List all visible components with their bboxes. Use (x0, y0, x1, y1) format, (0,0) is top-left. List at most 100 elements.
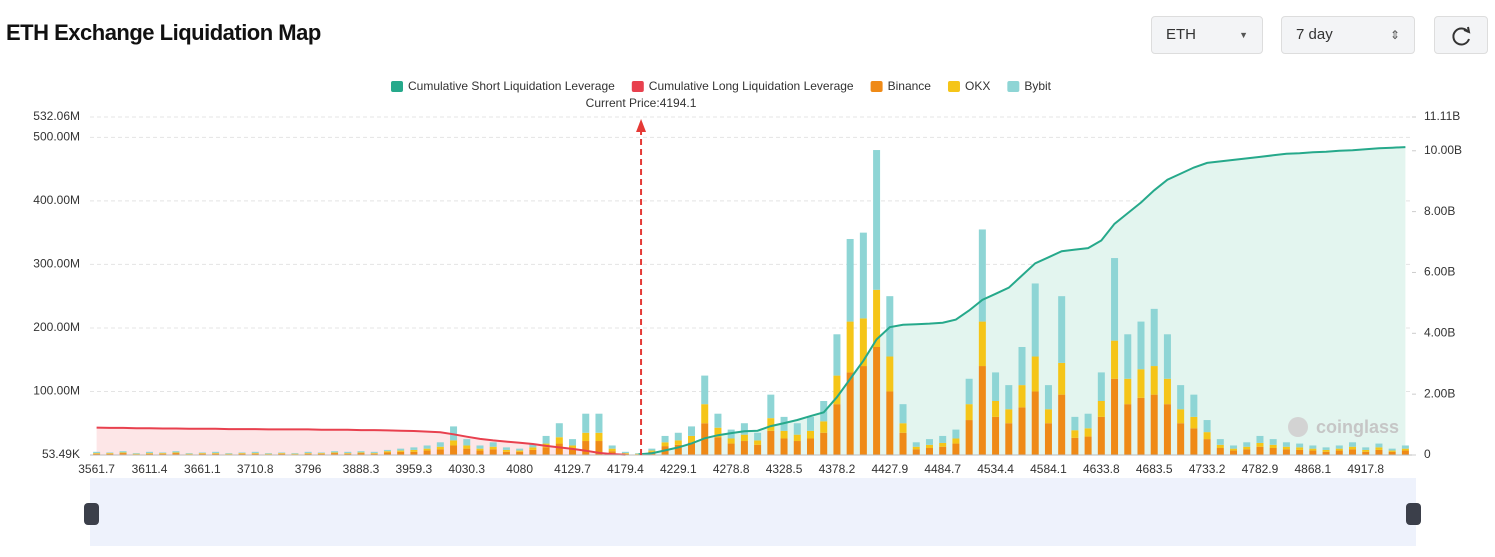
x-tick-label: 3661.1 (184, 462, 221, 476)
bar-segment (833, 404, 841, 455)
cumulative-area (638, 147, 1406, 455)
bar-segment (1111, 340, 1119, 379)
x-tick-label: 4633.8 (1083, 462, 1120, 476)
x-tick-label: 4868.1 (1294, 462, 1331, 476)
bar-segment (727, 443, 735, 455)
y2-tick-label: 10.00B (1424, 143, 1462, 157)
y2-tick-label: 4.00B (1424, 325, 1455, 339)
bar-segment (1216, 448, 1224, 455)
bar-segment (198, 453, 206, 454)
bar-segment (198, 452, 206, 454)
bar-segment (397, 451, 405, 455)
legend: Cumulative Short Liquidation Leverage Cum… (391, 79, 1052, 93)
x-tick-label: 3959.3 (396, 462, 433, 476)
bar-segment (714, 413, 722, 428)
y2-tick-label: 0 (1424, 447, 1431, 461)
bar-segment (595, 432, 603, 442)
bar-segment (1177, 423, 1185, 455)
dropdown-arrow: ▼ (1239, 30, 1248, 40)
bar-segment (238, 453, 246, 454)
bar-segment (1349, 442, 1357, 447)
bar-segment (423, 450, 431, 455)
legend-label[interactable]: Cumulative Long Liquidation Leverage (649, 79, 854, 93)
bar-segment (502, 447, 510, 450)
bar-segment (1203, 420, 1211, 433)
bar-segment (317, 453, 325, 454)
bar-segment (93, 453, 101, 455)
bar-segment (1190, 428, 1198, 455)
legend-swatch (947, 81, 960, 92)
legend-swatch (631, 81, 644, 92)
bar-segment (740, 423, 748, 435)
bar-segment (1177, 409, 1185, 424)
bar-segment (806, 416, 814, 431)
symbol-select[interactable]: ETH ▼ (1151, 16, 1263, 54)
legend-label[interactable]: Cumulative Short Liquidation Leverage (408, 79, 615, 93)
bar-segment (159, 453, 167, 455)
bar-segment (317, 453, 325, 455)
bar-segment (701, 375, 709, 405)
bar-segment (767, 430, 775, 455)
bar-segment (410, 447, 418, 450)
bar-segment (780, 430, 788, 439)
bar-segment (1018, 407, 1026, 455)
bar-segment (1071, 430, 1079, 438)
x-tick-label: 4030.3 (448, 462, 485, 476)
bar-segment (1084, 436, 1092, 455)
legend-label[interactable]: Bybit (1024, 79, 1051, 93)
spinner-arrows: ⇕ (1389, 28, 1400, 42)
bar-segment (1269, 444, 1277, 449)
y2-tick-label: 11.11B (1424, 109, 1460, 123)
bar-segment (1005, 409, 1013, 424)
bar-segment (145, 453, 153, 455)
bar-segment (1031, 283, 1039, 357)
bar-segment (463, 448, 471, 455)
bar-segment (93, 451, 101, 454)
bar-segment (1362, 451, 1370, 455)
bar-segment (1282, 449, 1290, 455)
x-tick-label: 3611.4 (132, 462, 168, 476)
period-select[interactable]: 7 day ⇕ (1281, 16, 1415, 54)
bar-segment (1309, 448, 1317, 451)
bar-segment (344, 453, 352, 455)
bar-segment (754, 432, 762, 441)
bar-segment (1322, 447, 1330, 450)
bar-segment (555, 423, 563, 438)
y-tick-label: 100.00M (33, 384, 80, 398)
x-tick-label: 4782.9 (1242, 462, 1279, 476)
bar-segment (145, 453, 153, 454)
x-tick-label: 4427.9 (871, 462, 908, 476)
legend-swatch (391, 81, 403, 92)
bar-segment (450, 440, 458, 446)
zoom-slider[interactable] (90, 478, 1416, 546)
x-tick-label: 4229.1 (660, 462, 697, 476)
bar-segment (740, 434, 748, 442)
slider-handle[interactable] (1406, 503, 1421, 525)
slider-handle[interactable] (84, 503, 99, 525)
bar-segment (119, 453, 127, 455)
bar-segment (806, 438, 814, 455)
bar-segment (304, 451, 312, 454)
bar-segment (370, 453, 378, 455)
y-tick-label: 400.00M (33, 193, 80, 207)
x-tick-label: 4278.8 (713, 462, 750, 476)
bar-segment (767, 418, 775, 431)
bar-segment (172, 452, 180, 454)
bar-segment (1388, 451, 1396, 455)
bar-segment (106, 453, 114, 455)
legend-label[interactable]: Binance (888, 79, 932, 93)
bar-segment (145, 451, 153, 454)
bar-segment (1097, 372, 1105, 401)
bar-segment (859, 232, 867, 319)
refresh-button[interactable] (1434, 16, 1488, 54)
bar-segment (1137, 397, 1145, 455)
bar-segment (489, 449, 497, 455)
bar-segment (1058, 296, 1066, 363)
bar-segment (119, 452, 127, 454)
bar-segment (331, 453, 339, 455)
bar-segment (463, 439, 471, 446)
bar-segment (225, 453, 233, 455)
bar-segment (1190, 416, 1198, 429)
legend-label[interactable]: OKX (965, 79, 990, 93)
